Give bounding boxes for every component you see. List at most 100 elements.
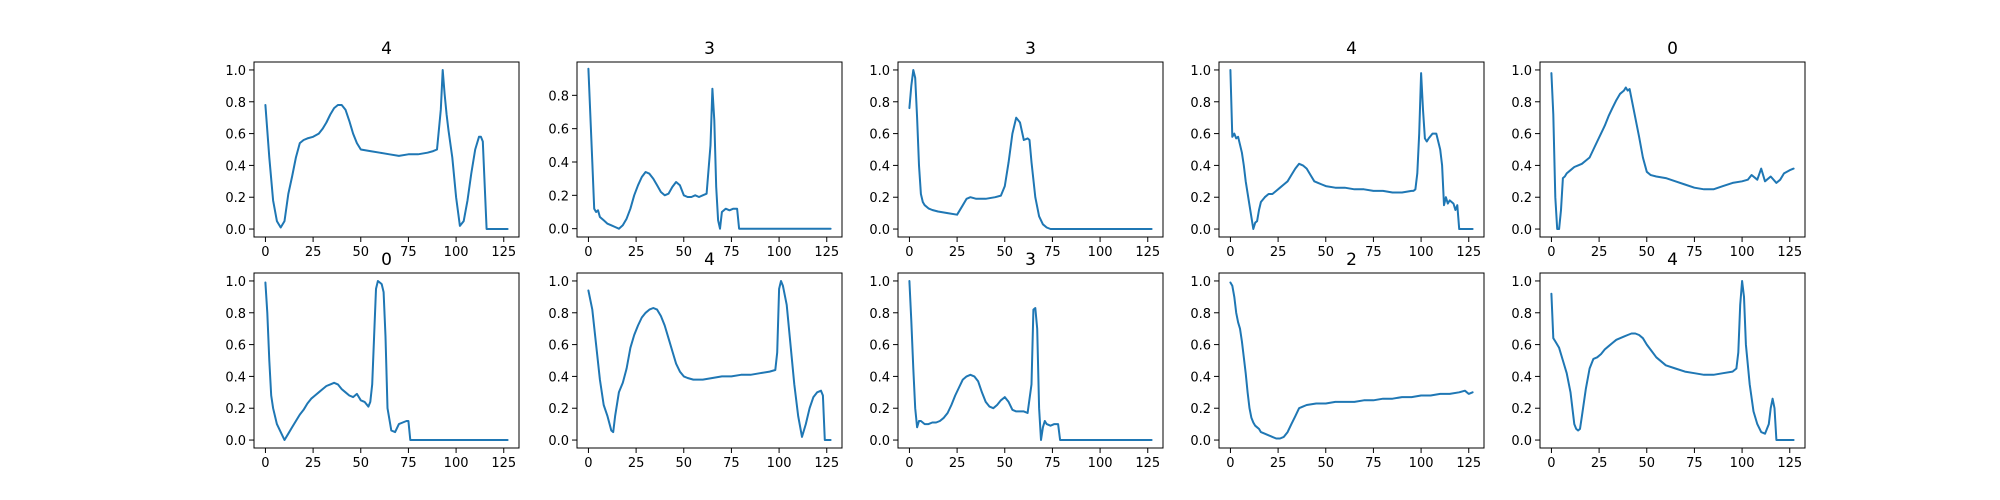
subplot-title: 0 bbox=[1667, 39, 1678, 59]
x-tick-label: 0 bbox=[261, 245, 269, 260]
x-tick-label: 50 bbox=[675, 456, 692, 471]
y-tick-label: 1.0 bbox=[548, 275, 569, 290]
x-tick-label: 25 bbox=[305, 245, 322, 260]
x-tick-label: 25 bbox=[305, 456, 322, 471]
y-tick-label: 0.2 bbox=[869, 402, 890, 417]
subplot-7: 0 25 50 75 100 125 0.0 0.2 0.4 0.6 0.8 1.0 4 bbox=[548, 250, 843, 471]
y-tick-label: 0.6 bbox=[548, 339, 569, 354]
y-tick-label: 0.4 bbox=[225, 159, 246, 174]
y-tick-label: 0.0 bbox=[225, 223, 246, 238]
y-tick-label: 0.4 bbox=[225, 370, 246, 385]
y-tick-label: 0.6 bbox=[1190, 128, 1211, 143]
y-tick-label: 0.6 bbox=[548, 123, 569, 138]
subplot-5: 0 25 50 75 100 125 0.0 0.2 0.4 0.6 0.8 1.0 0 bbox=[1511, 39, 1806, 260]
y-tick-label: 0.0 bbox=[869, 223, 890, 238]
y-tick-label: 0.2 bbox=[1511, 191, 1532, 206]
x-tick-label: 50 bbox=[1317, 245, 1334, 260]
x-tick-label: 25 bbox=[1270, 245, 1287, 260]
x-tick-label: 75 bbox=[400, 245, 417, 260]
subplot-title: 3 bbox=[1025, 39, 1036, 59]
x-tick-label: 125 bbox=[1777, 245, 1802, 260]
subplot-title: 3 bbox=[1025, 250, 1036, 270]
y-tick-label: 0.2 bbox=[869, 191, 890, 206]
y-tick-label: 0.6 bbox=[869, 339, 890, 354]
y-tick-label: 0.2 bbox=[1511, 402, 1532, 417]
x-tick-label: 50 bbox=[996, 456, 1013, 471]
x-tick-label: 100 bbox=[1730, 245, 1755, 260]
y-tick-label: 0.2 bbox=[1190, 402, 1211, 417]
axes-frame bbox=[1539, 61, 1806, 238]
subplot-4: 0 25 50 75 100 125 0.0 0.2 0.4 0.6 0.8 1.0 4 bbox=[1190, 39, 1485, 260]
y-tick-label: 0.0 bbox=[548, 434, 569, 449]
x-tick-label: 125 bbox=[814, 245, 839, 260]
x-tick-label: 50 bbox=[1317, 456, 1334, 471]
x-tick-label: 25 bbox=[949, 245, 966, 260]
subplot-6: 0 25 50 75 100 125 0.0 0.2 0.4 0.6 0.8 1.0 0 bbox=[225, 250, 520, 471]
subplot-10: 0 25 50 75 100 125 0.0 0.2 0.4 0.6 0.8 1.0 4 bbox=[1511, 250, 1806, 471]
y-tick-label: 1.0 bbox=[869, 275, 890, 290]
x-tick-label: 125 bbox=[1135, 456, 1160, 471]
y-tick-label: 0.4 bbox=[548, 156, 569, 171]
y-tick-label: 0.0 bbox=[1511, 434, 1532, 449]
subplot-title: 3 bbox=[704, 39, 715, 59]
x-tick-label: 100 bbox=[767, 245, 792, 260]
subplot-8: 0 25 50 75 100 125 0.0 0.2 0.4 0.6 0.8 1.0 3 bbox=[869, 250, 1164, 471]
y-tick-label: 0.4 bbox=[1511, 159, 1532, 174]
x-tick-label: 25 bbox=[1591, 456, 1608, 471]
y-tick-label: 0.0 bbox=[225, 434, 246, 449]
y-tick-label: 0.6 bbox=[1511, 128, 1532, 143]
x-tick-label: 75 bbox=[1686, 456, 1703, 471]
x-tick-label: 100 bbox=[1409, 245, 1434, 260]
subplot-9: 0 25 50 75 100 125 0.0 0.2 0.4 0.6 0.8 1.0 2 bbox=[1190, 250, 1485, 471]
y-tick-label: 0.8 bbox=[869, 96, 890, 111]
y-tick-label: 0.8 bbox=[1511, 307, 1532, 322]
x-tick-label: 125 bbox=[1456, 245, 1481, 260]
x-tick-label: 25 bbox=[628, 245, 645, 260]
y-tick-label: 0.4 bbox=[1190, 370, 1211, 385]
y-tick-label: 0.4 bbox=[869, 370, 890, 385]
y-tick-label: 0.2 bbox=[548, 402, 569, 417]
subplot-title: 4 bbox=[381, 39, 392, 59]
x-tick-label: 0 bbox=[1547, 456, 1555, 471]
x-tick-label: 125 bbox=[1777, 456, 1802, 471]
x-tick-label: 100 bbox=[444, 245, 469, 260]
x-tick-label: 75 bbox=[1044, 245, 1061, 260]
axes-frame bbox=[1218, 272, 1485, 449]
series-line-1 bbox=[264, 69, 509, 230]
x-tick-label: 125 bbox=[1135, 245, 1160, 260]
y-tick-label: 0.8 bbox=[1511, 96, 1532, 111]
subplot-title: 4 bbox=[1667, 250, 1678, 270]
y-tick-label: 0.4 bbox=[548, 370, 569, 385]
x-tick-label: 75 bbox=[1365, 456, 1382, 471]
y-tick-label: 0.6 bbox=[225, 128, 246, 143]
y-tick-label: 1.0 bbox=[1190, 64, 1211, 79]
x-tick-label: 100 bbox=[1730, 456, 1755, 471]
y-tick-label: 0.0 bbox=[1511, 223, 1532, 238]
x-tick-label: 50 bbox=[996, 245, 1013, 260]
series-line-1 bbox=[264, 280, 509, 441]
axes-frame bbox=[576, 61, 843, 238]
x-tick-label: 125 bbox=[1456, 456, 1481, 471]
y-tick-label: 1.0 bbox=[225, 64, 246, 79]
y-tick-label: 0.2 bbox=[1190, 191, 1211, 206]
series-line-1 bbox=[1229, 281, 1474, 440]
x-tick-label: 0 bbox=[1547, 245, 1555, 260]
x-tick-label: 50 bbox=[675, 245, 692, 260]
series-line-1 bbox=[1550, 72, 1795, 230]
y-tick-label: 0.4 bbox=[1190, 159, 1211, 174]
x-tick-label: 100 bbox=[1088, 456, 1113, 471]
x-tick-label: 75 bbox=[723, 245, 740, 260]
x-tick-label: 100 bbox=[767, 456, 792, 471]
x-tick-label: 50 bbox=[1638, 456, 1655, 471]
series-line-1 bbox=[1229, 69, 1474, 230]
axes-frame bbox=[1539, 272, 1806, 449]
y-tick-label: 0.2 bbox=[225, 402, 246, 417]
subplot-2: 0 25 50 75 100 125 0.0 0.2 0.4 0.6 0.8 3 bbox=[548, 39, 843, 260]
y-tick-label: 0.8 bbox=[225, 96, 246, 111]
y-tick-label: 0.0 bbox=[548, 223, 569, 238]
x-tick-label: 0 bbox=[905, 245, 913, 260]
x-tick-label: 0 bbox=[584, 245, 592, 260]
y-tick-label: 0.6 bbox=[869, 128, 890, 143]
subplot-3: 0 25 50 75 100 125 0.0 0.2 0.4 0.6 0.8 1.0 3 bbox=[869, 39, 1164, 260]
